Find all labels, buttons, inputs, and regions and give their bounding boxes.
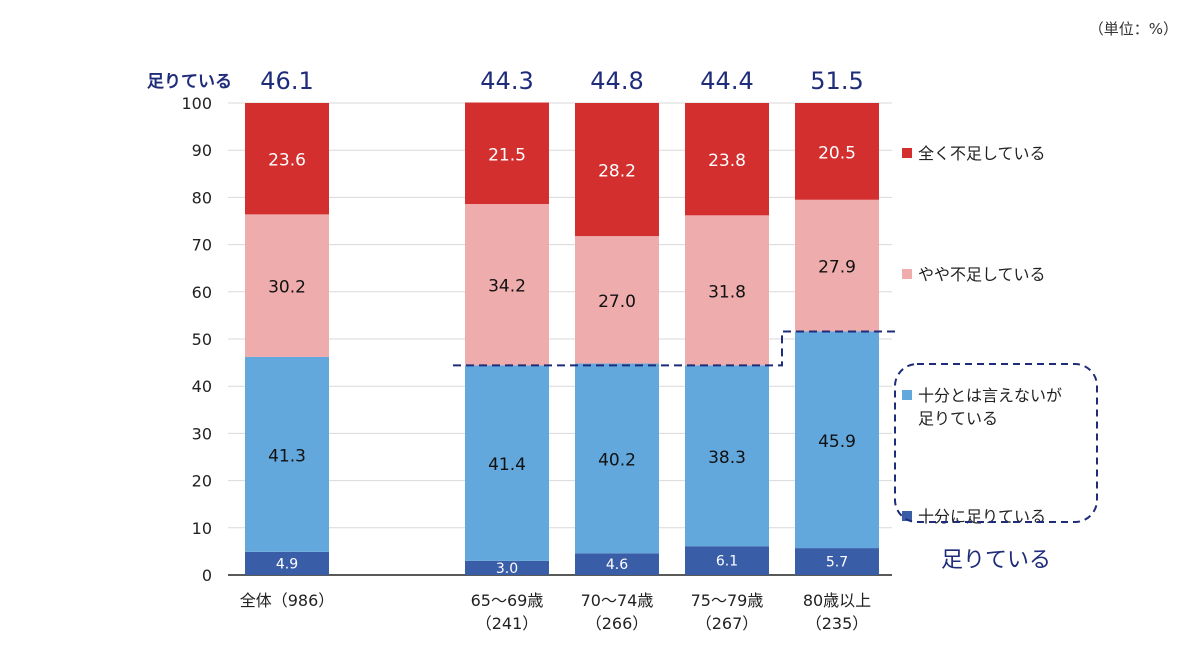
data-label: 34.2 [488, 277, 526, 297]
sufficient-group-label: 足りている [941, 548, 1051, 573]
bar-segment-fully_sufficient [465, 560, 549, 575]
bar-segment-somewhat_sufficient [795, 331, 879, 549]
y-tick-label: 60 [192, 283, 212, 302]
bar-segment-somewhat_insufficient [795, 199, 879, 332]
bar-segment-somewhat_sufficient [575, 363, 659, 554]
bar-segment-somewhat_sufficient [245, 356, 329, 552]
data-label: 41.3 [268, 446, 306, 466]
sufficient-threshold-lines [453, 330, 897, 367]
sufficient-totals: 46.1 44.3 44.8 44.4 51.5 [260, 67, 863, 95]
y-tick-label: 40 [192, 377, 212, 396]
bars: 4.9 41.3 30.2 23.6 3.0 41.4 34.2 21.5 4.6 40.2 27.… [245, 102, 879, 577]
bar-segment-somewhat_insufficient [575, 236, 659, 364]
y-axis-ticks: 0 10 20 30 40 50 60 70 80 90 100 [181, 94, 212, 585]
x-tick-label: 全体（986） [240, 591, 335, 610]
bar-segment-not_at_all [465, 102, 549, 205]
bar-segment-not_at_all [245, 103, 329, 215]
sufficient-row-label: 足りている [147, 72, 232, 92]
data-label: 3.0 [496, 561, 518, 577]
y-tick-label: 90 [192, 141, 212, 160]
gridlines [228, 102, 892, 576]
sufficient-threshold-line [453, 330, 897, 367]
bar-segment-somewhat_insufficient [245, 214, 329, 357]
data-label: 21.5 [488, 145, 526, 165]
bar-segment-fully_sufficient [575, 553, 659, 575]
data-label: 27.0 [598, 292, 636, 312]
data-label: 41.4 [488, 455, 526, 475]
x-tick-label-count: （267） [696, 614, 759, 633]
bar-segment-somewhat_sufficient [465, 365, 549, 561]
x-tick-label: 75～79歳 [691, 591, 764, 610]
data-label: 6.1 [716, 554, 738, 570]
legend-label: 十分とは言えないが [918, 386, 1062, 405]
data-label: 31.8 [708, 282, 746, 302]
x-tick-label-count: （241） [476, 614, 539, 633]
x-tick-label: 70～74歳 [581, 591, 654, 610]
y-tick-label: 0 [202, 566, 212, 585]
legend-swatch-somewhat_sufficient [902, 390, 912, 400]
data-label: 5.7 [826, 555, 848, 571]
bar-segment-not_at_all [795, 103, 879, 200]
legend-label: 十分に足りている [918, 507, 1046, 526]
unit-note: （単位：%） [1089, 20, 1178, 38]
y-tick-label: 70 [192, 236, 212, 255]
y-tick-label: 100 [181, 94, 212, 113]
bar-segment-not_at_all [685, 103, 769, 216]
y-tick-label: 80 [192, 188, 212, 207]
y-tick-label: 50 [192, 330, 212, 349]
legend-swatch-somewhat_insufficient [902, 269, 912, 279]
sufficient-total: 51.5 [810, 67, 863, 95]
y-tick-label: 20 [192, 472, 212, 491]
data-label: 38.3 [708, 448, 746, 468]
x-axis-labels: 全体（986） 65～69歳 （241） 70～74歳 （266） 75～79歳 （267）… [240, 591, 871, 633]
bar-segment-fully_sufficient [685, 546, 769, 575]
data-label: 40.2 [598, 450, 636, 470]
data-label: 27.9 [818, 258, 856, 278]
data-label: 23.8 [708, 151, 746, 171]
legend-label: 足りている [918, 409, 998, 428]
data-label: 28.2 [598, 162, 636, 182]
bar-segment-somewhat_insufficient [465, 204, 549, 366]
data-label: 23.6 [268, 151, 306, 171]
bar-segment-somewhat_sufficient [685, 365, 769, 547]
sufficient-total: 46.1 [260, 67, 313, 95]
x-tick-label-count: （266） [586, 614, 649, 633]
x-tick-label: 65～69歳 [471, 591, 544, 610]
data-label: 20.5 [818, 143, 856, 163]
sufficient-total: 44.4 [700, 67, 753, 95]
y-tick-label: 10 [192, 519, 212, 538]
legend-swatch-fully_sufficient [902, 511, 912, 521]
x-tick-label: 80歳以上 [803, 591, 871, 610]
data-label: 45.9 [818, 432, 856, 452]
legend-label: やや不足している [918, 265, 1046, 284]
legend-label: 全く不足している [918, 144, 1046, 163]
sufficient-group-box [894, 363, 1098, 523]
bar-segment-somewhat_insufficient [685, 215, 769, 366]
legend-swatch-not_at_all [902, 148, 912, 158]
data-label: 30.2 [268, 278, 306, 298]
sufficient-total: 44.3 [480, 67, 533, 95]
y-tick-label: 30 [192, 424, 212, 443]
data-label: 4.6 [606, 557, 628, 573]
sufficient-total: 44.8 [590, 67, 643, 95]
data-label: 4.9 [276, 556, 298, 572]
bar-segment-not_at_all [575, 103, 659, 237]
x-tick-label-count: （235） [806, 614, 869, 633]
bar-segment-fully_sufficient [245, 551, 329, 575]
bar-segment-fully_sufficient [795, 548, 879, 575]
